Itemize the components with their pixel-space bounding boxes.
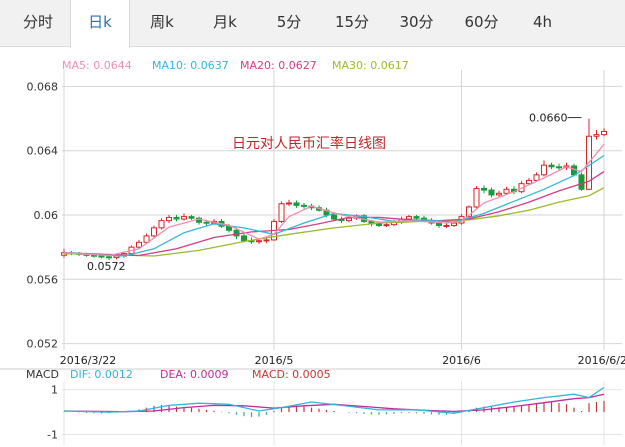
macd-y-tick-label: 1 — [51, 384, 58, 397]
macd-legend-macd_bar: MACD: 0.0005 — [252, 368, 331, 381]
candle-body — [136, 241, 142, 248]
candle-body — [556, 166, 562, 169]
chart-title: 日元对人民币汇率日线图 — [232, 135, 386, 152]
x-tick-label: 2016/3/22 — [60, 354, 116, 367]
ma-line-ma5 — [63, 143, 605, 257]
tab-1[interactable]: 日k — [70, 0, 130, 48]
candle-body — [593, 134, 600, 137]
candle-body — [443, 224, 450, 227]
y-tick-label: 0.052 — [27, 338, 59, 351]
candle-body — [203, 221, 210, 224]
macd-label: MACD — [26, 368, 59, 381]
tab-8[interactable]: 4h — [532, 13, 553, 31]
candle-body — [106, 256, 112, 259]
candle-body — [166, 216, 172, 222]
candle-body — [256, 240, 262, 243]
ma-legend-ma30: MA30: 0.0617 — [332, 59, 409, 72]
macd-legend-dea: DEA: 0.0009 — [160, 368, 228, 381]
candle-body — [488, 189, 495, 196]
candle-body — [331, 214, 337, 220]
candle-body — [496, 192, 502, 196]
candle-body — [473, 187, 480, 208]
low-value-label: 0.0572 — [87, 260, 126, 273]
ma-legend-ma20: MA20: 0.0627 — [240, 59, 317, 72]
candle-body — [548, 164, 555, 168]
candle-body — [541, 164, 547, 176]
candle-body — [406, 216, 412, 220]
ma-line-ma10 — [63, 154, 605, 257]
tab-3[interactable]: 月k — [213, 13, 237, 31]
candle-body — [346, 217, 352, 222]
candle-body — [578, 174, 585, 190]
candle-body — [181, 216, 187, 220]
ma-line-ma20 — [63, 171, 605, 257]
candle-body — [263, 239, 270, 242]
y-tick-label: 0.06 — [34, 209, 59, 222]
tab-4[interactable]: 5分 — [276, 13, 302, 31]
tab-2[interactable]: 周k — [150, 13, 174, 31]
ma-legend-ma5: MA5: 0.0644 — [62, 59, 132, 72]
candle-body — [466, 206, 472, 218]
ma-legend-ma10: MA10: 0.0637 — [152, 59, 229, 72]
candle-body — [233, 229, 240, 237]
ma-line-ma30 — [63, 187, 605, 257]
candle-body — [158, 220, 165, 229]
candle-body — [241, 235, 247, 242]
macd-legend-dif: DIF: 0.0012 — [70, 368, 133, 381]
candle-body — [526, 179, 532, 185]
candle-body — [413, 216, 420, 219]
candle-body — [98, 255, 105, 258]
y-tick-label: 0.064 — [27, 145, 59, 158]
candle-body — [601, 130, 607, 136]
candle-body — [503, 188, 510, 194]
candle-body — [293, 202, 300, 206]
candle-body — [173, 216, 180, 220]
candle-body — [143, 235, 150, 243]
candle-body — [451, 222, 457, 226]
macd-y-tick-label: -1 — [47, 429, 58, 442]
tab-5[interactable]: 15分 — [334, 13, 370, 31]
x-tick-label: 2016/5 — [255, 354, 294, 367]
candle-body — [301, 204, 307, 207]
candle-body — [533, 174, 540, 181]
candle-body — [481, 187, 487, 191]
candle-body — [436, 222, 442, 226]
tab-6[interactable]: 30分 — [399, 13, 434, 31]
x-tick-label: 2016/6 — [442, 354, 481, 367]
candle-body — [286, 202, 292, 205]
y-tick-label: 0.068 — [27, 80, 59, 93]
x-tick-label: 2016/6/28 — [578, 354, 625, 367]
candle-body — [188, 216, 195, 219]
candle-body — [376, 223, 382, 226]
candle-body — [151, 227, 157, 237]
macd-line-dea — [63, 393, 605, 413]
high-value-label: 0.0660 — [529, 112, 568, 125]
candle-body — [278, 203, 285, 222]
tab-0[interactable]: 分时 — [22, 13, 53, 31]
period-tab-bar: 分时 日k 周k 月k 5分 15分 30分 60分 4h — [0, 0, 625, 48]
tab-7[interactable]: 60分 — [464, 13, 499, 31]
y-tick-label: 0.056 — [27, 273, 59, 286]
macd-line-dif — [63, 386, 605, 414]
candle-body — [383, 224, 390, 227]
